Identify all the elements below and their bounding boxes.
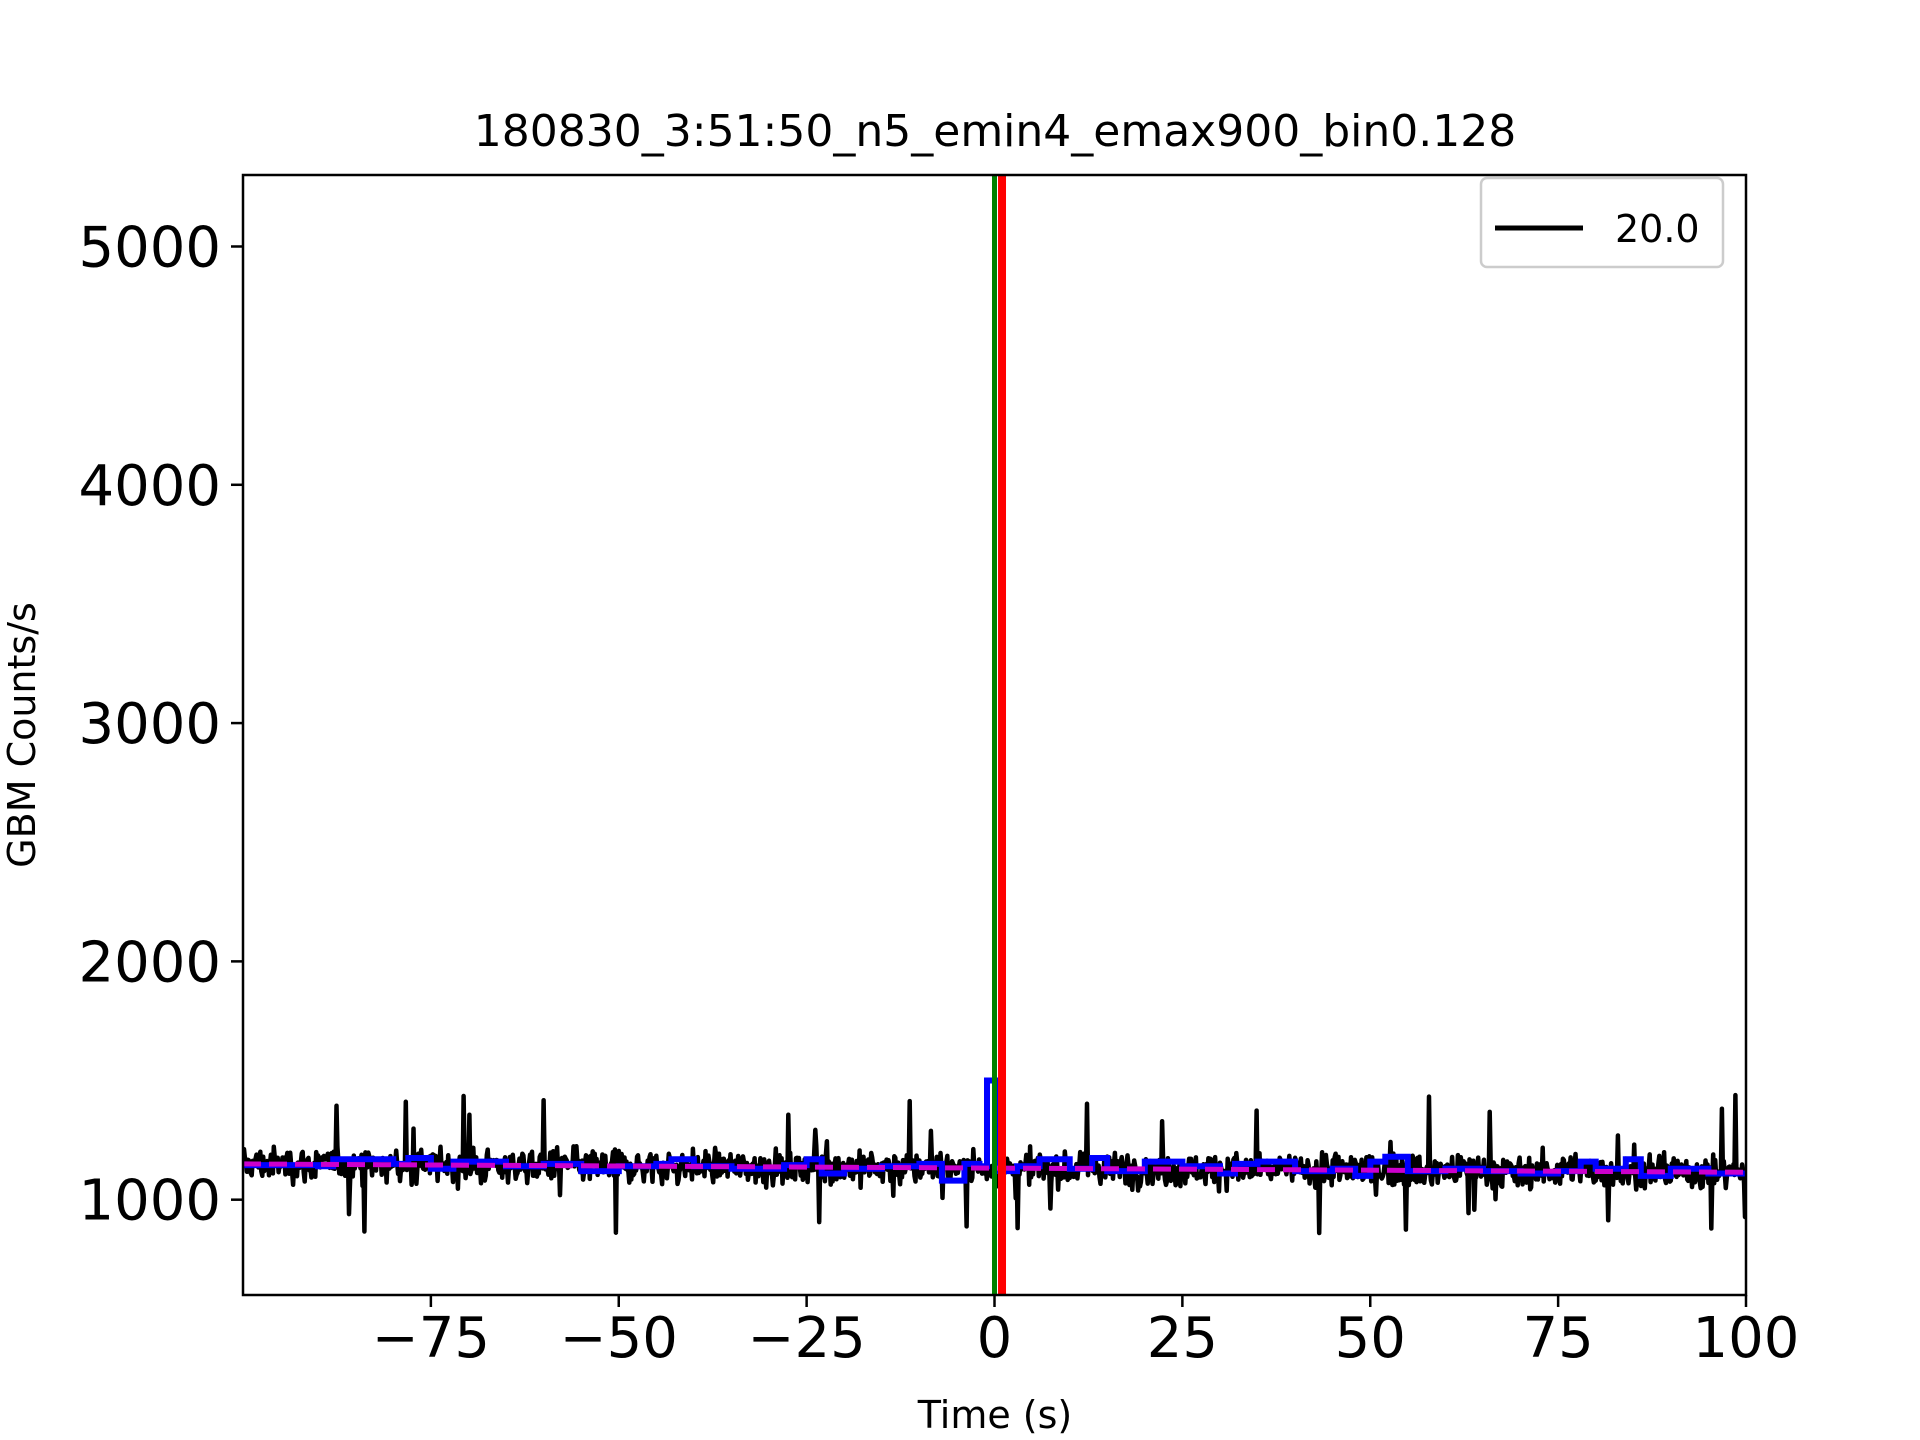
y-tick-label: 4000 [78,454,221,519]
x-axis: −75 −50 −25 0 25 50 75 100 [372,1295,1800,1371]
y-axis: 1000 2000 3000 4000 5000 [78,215,243,1234]
x-tick-label: −50 [560,1306,678,1371]
chart-title: 180830_3:51:50_n5_emin4_emax900_bin0.128 [474,106,1516,157]
x-tick-label: 0 [977,1306,1013,1371]
background-fit-line [242,1161,1747,1175]
y-tick-label: 3000 [78,692,221,757]
plot-area [242,175,1747,1295]
x-tick-label: −25 [748,1306,866,1371]
x-tick-label: 25 [1147,1306,1218,1371]
y-axis-label: GBM Counts/s [0,602,44,868]
legend-box [1479,176,1725,269]
x-axis-label: Time (s) [917,1393,1073,1437]
series-background-fit [242,1161,1747,1175]
x-tick-label: 100 [1693,1306,1800,1371]
y-tick-label: 1000 [78,1169,221,1234]
y-tick-label: 2000 [78,930,221,995]
legend: 20.0 [1479,176,1725,269]
x-tick-label: 75 [1522,1306,1593,1371]
y-tick-label: 5000 [78,215,221,280]
x-tick-label: 50 [1335,1306,1406,1371]
trigger-lines [992,175,1007,1295]
legend-label: 20.0 [1615,207,1700,251]
x-tick-label: −75 [372,1306,490,1371]
